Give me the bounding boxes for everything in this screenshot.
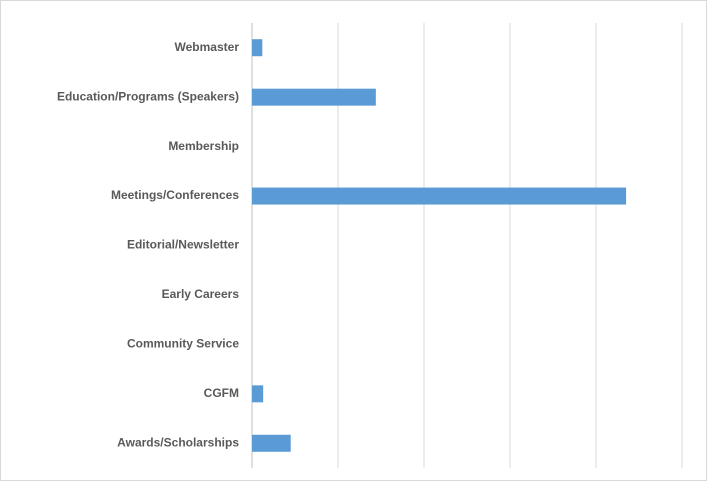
y-tick-label: Meetings/Conferences	[111, 188, 239, 202]
y-tick-label: Community Service	[127, 337, 239, 351]
y-tick-label: Editorial/Newsletter	[127, 238, 239, 252]
y-tick-label: Webmaster	[175, 40, 240, 54]
y-tick-label: Education/Programs (Speakers)	[57, 89, 239, 103]
y-tick-label: Awards/Scholarships	[117, 435, 239, 449]
bar	[252, 88, 376, 106]
bar	[252, 39, 263, 57]
y-tick-label: Early Careers	[162, 287, 240, 301]
bar	[252, 187, 627, 205]
y-tick-label: CGFM	[204, 386, 239, 400]
bar	[252, 434, 291, 452]
y-tick-label: Membership	[168, 139, 239, 153]
bar	[252, 385, 264, 403]
